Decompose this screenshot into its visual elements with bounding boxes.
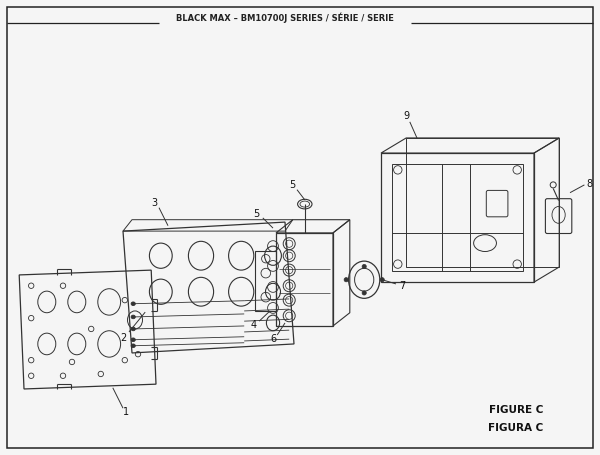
Ellipse shape (131, 302, 136, 306)
Ellipse shape (131, 338, 136, 342)
Text: BLACK MAX – BM10700J SERIES / SÉRIE / SERIE: BLACK MAX – BM10700J SERIES / SÉRIE / SE… (176, 13, 394, 23)
Text: 5: 5 (290, 180, 296, 190)
Ellipse shape (131, 344, 136, 348)
Ellipse shape (131, 315, 136, 319)
Ellipse shape (344, 278, 349, 282)
Text: 9: 9 (403, 111, 409, 121)
Text: 7: 7 (399, 281, 405, 291)
Ellipse shape (362, 264, 367, 268)
Ellipse shape (131, 327, 136, 331)
Ellipse shape (362, 291, 367, 295)
Text: FIGURE C: FIGURE C (488, 405, 543, 415)
Text: 1: 1 (123, 407, 129, 417)
Text: 2: 2 (120, 333, 126, 343)
Ellipse shape (380, 278, 385, 282)
Text: 3: 3 (152, 198, 158, 208)
Text: 4: 4 (250, 320, 256, 330)
Text: FIGURA C: FIGURA C (488, 423, 543, 433)
Text: 8: 8 (586, 179, 592, 189)
Text: 6: 6 (270, 334, 276, 344)
Text: 5: 5 (254, 209, 260, 219)
